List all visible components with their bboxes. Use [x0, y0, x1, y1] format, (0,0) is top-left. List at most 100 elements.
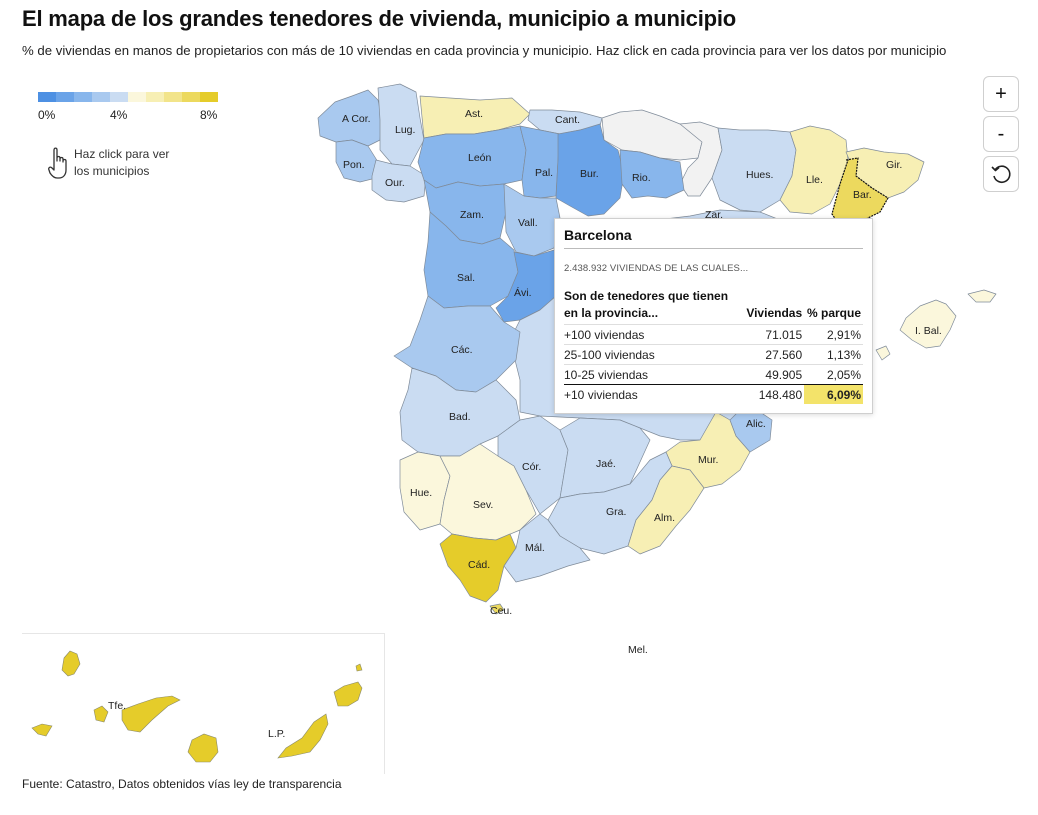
island-gran-canaria[interactable]: [187, 733, 219, 763]
legend-label-mid: 4%: [110, 108, 128, 122]
label-palencia: Pal.: [535, 167, 553, 179]
legend-swatch-1: [56, 92, 74, 102]
canary-islands-map: Tfe. L.P.: [31, 650, 363, 763]
tooltip-province-name: Barcelona: [564, 227, 863, 249]
label-ceuta: Ceu.: [490, 605, 512, 617]
label-salamanca: Sal.: [457, 272, 475, 284]
row-label: +100 viviendas: [564, 324, 744, 345]
label-avila: Ávi.: [514, 286, 532, 299]
row-viviendas: 49.905: [743, 364, 805, 385]
legend-swatch-9: [200, 92, 218, 102]
reset-icon: [991, 165, 1011, 183]
province-navarra: [679, 121, 723, 197]
table-row: 25-100 viviendas 27.560 1,13%: [564, 344, 863, 365]
row-pct: 2,05%: [804, 364, 863, 385]
province-malaga[interactable]: [503, 513, 591, 583]
province-ourense[interactable]: [371, 159, 427, 203]
label-la-rioja: Rio.: [632, 172, 651, 184]
page-title: El mapa de los grandes tenedores de vivi…: [22, 6, 737, 31]
legend-color-scale: [38, 92, 218, 102]
province-ceuta[interactable]: [489, 603, 505, 615]
legend-swatch-3: [92, 92, 110, 102]
island-menorca[interactable]: [967, 289, 997, 303]
province-almeria[interactable]: [627, 465, 705, 555]
row-viviendas: 27.560: [743, 344, 805, 365]
province-la-rioja[interactable]: [619, 149, 685, 199]
row-viviendas: 71.015: [743, 324, 805, 345]
click-hint-text: Haz click para ver los municipios: [74, 147, 170, 178]
color-legend: 0% 4% 8%: [38, 92, 218, 124]
label-lugo: Lug.: [395, 124, 415, 136]
label-zamora: Zam.: [460, 209, 484, 221]
tooltip-total-homes: 2.438.932 VIVIENDAS DE LAS CUALES...: [564, 263, 749, 274]
island-tenerife[interactable]: [121, 695, 181, 733]
row-pct: 2,91%: [804, 324, 863, 345]
legend-label-min: 0%: [38, 108, 56, 122]
label-cadiz: Cád.: [468, 559, 490, 571]
hand-pointer-icon: [48, 147, 67, 179]
legend-swatch-0: [38, 92, 56, 102]
label-jaen: Jaé.: [596, 458, 616, 470]
legend-swatch-6: [146, 92, 164, 102]
label-caceres: Các.: [451, 344, 473, 356]
source-note: Fuente: Catastro, Datos obtenidos vías l…: [22, 777, 342, 791]
label-huelva: Hue.: [410, 487, 432, 499]
label-sevilla: Sev.: [473, 499, 493, 511]
tooltip-table: Son de tenedores que tienen en la provin…: [564, 288, 863, 404]
island-fuerteventura[interactable]: [277, 713, 329, 759]
label-burgos: Bur.: [580, 168, 599, 180]
label-barcelona: Bar.: [853, 189, 872, 201]
province-tooltip: Barcelona 2.438.932 VIVIENDAS DE LAS CUA…: [554, 218, 873, 414]
province-lleida[interactable]: [779, 125, 849, 215]
province-labels: A Cor. Lug. Ast. Cant. Pon. Our. León Pa…: [342, 108, 942, 617]
total-viviendas: 148.480: [743, 384, 805, 404]
tooltip-header-category: Son de tenedores que tienen en la provin…: [564, 289, 729, 320]
label-leon: León: [468, 152, 492, 164]
province-lugo[interactable]: [377, 83, 425, 167]
tooltip-header-viviendas: Viviendas: [746, 306, 803, 320]
total-pct: 6,09%: [804, 384, 863, 404]
label-cantabria: Cant.: [555, 114, 580, 126]
label-granada: Gra.: [606, 506, 626, 518]
label-valladolid: Vall.: [518, 217, 538, 229]
island-la-palma[interactable]: [61, 650, 81, 677]
island-la-gomera[interactable]: [93, 705, 109, 723]
total-label: +10 viviendas: [564, 384, 744, 404]
zoom-out-button[interactable]: -: [983, 116, 1019, 152]
label-huesca: Hues.: [746, 169, 773, 181]
label-ourense: Our.: [385, 177, 405, 189]
island-ibiza[interactable]: [875, 345, 891, 361]
page-subtitle: % de viviendas en manos de propietarios …: [22, 43, 947, 58]
label-alicante: Alic.: [746, 418, 766, 430]
canary-islands-inset: Tfe. L.P.: [22, 633, 385, 774]
click-hint: Haz click para ver los municipios: [48, 146, 184, 180]
province-badajoz[interactable]: [399, 367, 521, 457]
table-row: +100 viviendas 71.015 2,91%: [564, 324, 863, 345]
province-barcelona[interactable]: [831, 157, 889, 227]
label-pontevedra: Pon.: [343, 159, 365, 171]
label-murcia: Mur.: [698, 454, 718, 466]
legend-swatch-7: [164, 92, 182, 102]
legend-swatch-5: [128, 92, 146, 102]
island-lanzarote[interactable]: [333, 681, 363, 707]
legend-swatch-2: [74, 92, 92, 102]
label-las-palmas: L.P.: [268, 728, 285, 740]
province-palencia[interactable]: [519, 125, 561, 199]
island-mallorca[interactable]: [899, 299, 957, 349]
label-asturias: Ast.: [465, 108, 483, 120]
island-lobos[interactable]: [355, 663, 363, 672]
legend-swatch-4: [110, 92, 128, 102]
island-el-hierro[interactable]: [31, 723, 53, 737]
label-girona: Gir.: [886, 159, 902, 171]
tooltip-header-pct: % parque: [806, 306, 861, 320]
legend-swatch-8: [182, 92, 200, 102]
label-almeria: Alm.: [654, 512, 675, 524]
label-badajoz: Bad.: [449, 411, 471, 423]
label-lleida: Lle.: [806, 174, 823, 186]
label-a-coruna: A Cor.: [342, 113, 371, 125]
row-pct: 1,13%: [804, 344, 863, 365]
table-total-row: +10 viviendas 148.480 6,09%: [564, 384, 863, 404]
reset-view-button[interactable]: [983, 156, 1019, 192]
zoom-in-button[interactable]: +: [983, 76, 1019, 112]
label-cordoba: Cór.: [522, 461, 541, 473]
